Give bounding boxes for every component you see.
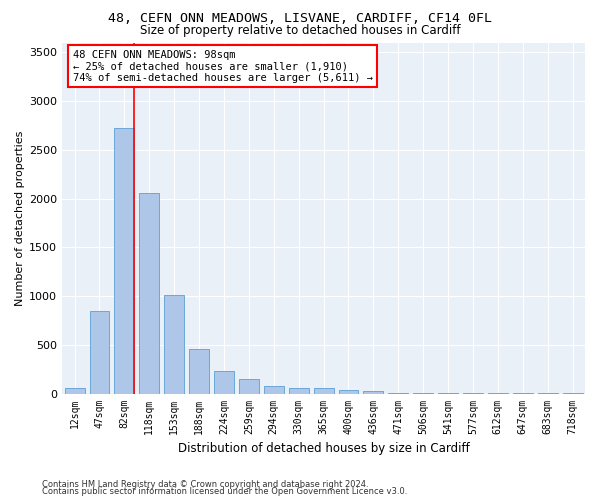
Bar	[413, 392, 433, 394]
X-axis label: Distribution of detached houses by size in Cardiff: Distribution of detached houses by size …	[178, 442, 469, 455]
Text: 48 CEFN ONN MEADOWS: 98sqm
← 25% of detached houses are smaller (1,910)
74% of s: 48 CEFN ONN MEADOWS: 98sqm ← 25% of deta…	[73, 50, 373, 82]
Text: Contains HM Land Registry data © Crown copyright and database right 2024.: Contains HM Land Registry data © Crown c…	[42, 480, 368, 489]
Bar	[189, 348, 209, 394]
Bar	[264, 386, 284, 394]
Bar	[115, 128, 134, 394]
Bar	[214, 371, 234, 394]
Y-axis label: Number of detached properties: Number of detached properties	[15, 130, 25, 306]
Bar	[164, 295, 184, 394]
Bar	[364, 391, 383, 394]
Text: Size of property relative to detached houses in Cardiff: Size of property relative to detached ho…	[140, 24, 460, 37]
Bar	[314, 388, 334, 394]
Bar	[388, 392, 408, 394]
Bar	[139, 192, 159, 394]
Bar	[338, 390, 358, 394]
Bar	[239, 380, 259, 394]
Bar	[289, 388, 308, 394]
Bar	[65, 388, 85, 394]
Text: Contains public sector information licensed under the Open Government Licence v3: Contains public sector information licen…	[42, 487, 407, 496]
Bar	[89, 310, 109, 394]
Text: 48, CEFN ONN MEADOWS, LISVANE, CARDIFF, CF14 0FL: 48, CEFN ONN MEADOWS, LISVANE, CARDIFF, …	[108, 12, 492, 26]
